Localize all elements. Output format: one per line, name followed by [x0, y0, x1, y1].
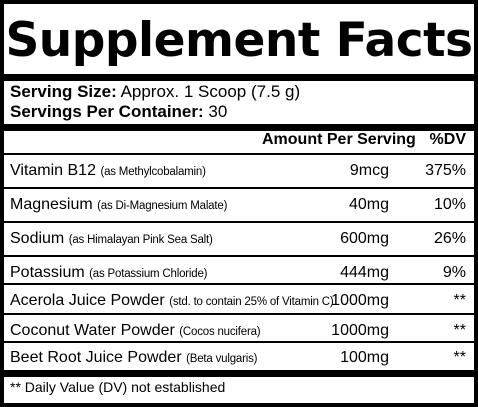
ingredient-label: Beet Root Juice Powder [10, 349, 182, 366]
ingredient-name: Potassium (as Potassium Chloride) [10, 262, 207, 285]
ingredient-name: Magnesium (as Di-Magnesium Malate) [10, 194, 227, 217]
table-row: Potassium (as Potassium Chloride) 444mg … [4, 257, 474, 289]
serving-size-label: Serving Size: [10, 82, 117, 101]
ingredient-dv: 375% [425, 162, 466, 179]
ingredient-name: Coconut Water Powder (Cocos nucifera) [10, 320, 261, 343]
ingredient-amount: 444mg [340, 264, 389, 281]
title-divider [4, 74, 474, 81]
row-divider [4, 341, 474, 343]
ingredient-name: Acerola Juice Powder (std. to contain 25… [10, 290, 334, 313]
ingredient-source: (std. to contain 25% of Vitamin C) [169, 296, 334, 308]
row-divider [4, 283, 474, 285]
ingredient-source: (as Himalayan Pink Sea Salt) [68, 234, 213, 246]
row-divider [4, 255, 474, 257]
ingredient-dv: 9% [442, 264, 466, 281]
row-divider [4, 221, 474, 223]
table-row: Coconut Water Powder (Cocos nucifera) 10… [4, 315, 474, 347]
table-row: Beet Root Juice Powder (Beta vulgaris) 1… [4, 342, 474, 374]
table-row: Vitamin B12 (as Methylcobalamin) 9mcg 37… [4, 155, 474, 187]
ingredient-source: (as Methylcobalamin) [100, 166, 206, 178]
ingredient-amount: 9mcg [349, 162, 389, 179]
table-row: Magnesium (as Di-Magnesium Malate) 40mg … [4, 189, 474, 221]
ingredient-source: (as Di-Magnesium Malate) [97, 200, 228, 212]
ingredient-label: Potassium [10, 264, 85, 281]
ingredient-dv: 10% [433, 196, 466, 213]
servings-per-container-label: Servings Per Container: [10, 102, 204, 121]
serving-size-value: Approx. 1 Scoop (7.5 g) [120, 82, 301, 101]
ingredient-source: (Cocos nucifera) [179, 326, 261, 338]
table-row: Acerola Juice Powder (std. to contain 25… [4, 285, 474, 317]
table-row: Sodium (as Himalayan Pink Sea Salt) 600m… [4, 223, 474, 255]
ingredient-amount: 600mg [340, 230, 389, 247]
row-divider [4, 187, 474, 189]
ingredient-dv: ** [453, 292, 466, 309]
ingredient-label: Magnesium [10, 196, 93, 213]
footnote: ** Daily Value (DV) not established [10, 379, 226, 395]
amount-column-header: Amount Per Serving [262, 131, 416, 148]
ingredient-amount: 100mg [340, 349, 389, 366]
ingredient-dv: ** [453, 322, 466, 339]
serving-divider [4, 124, 474, 131]
ingredient-label: Coconut Water Powder [10, 322, 175, 339]
header-divider [4, 153, 474, 155]
dv-column-header: %DV [429, 131, 466, 148]
servings-per-container: Servings Per Container: 30 [10, 101, 227, 123]
ingredient-name: Vitamin B12 (as Methylcobalamin) [10, 160, 206, 183]
panel-title: Supplement Facts [5, 13, 473, 68]
ingredient-dv: ** [453, 349, 466, 366]
servings-per-container-value: 30 [208, 102, 228, 121]
ingredient-name: Sodium (as Himalayan Pink Sea Salt) [10, 228, 213, 251]
ingredient-source: (Beta vulgaris) [186, 353, 258, 365]
ingredient-label: Vitamin B12 [10, 162, 96, 179]
ingredient-amount: 1000mg [331, 322, 389, 339]
ingredient-dv: 26% [433, 230, 466, 247]
ingredient-amount: 40mg [348, 196, 389, 213]
ingredient-label: Sodium [10, 230, 65, 247]
row-divider [4, 313, 474, 315]
serving-size: Serving Size: Approx. 1 Scoop (7.5 g) [10, 81, 300, 103]
ingredient-label: Acerola Juice Powder [10, 292, 165, 309]
ingredient-amount: 1000mg [331, 292, 389, 309]
ingredient-source: (as Potassium Chloride) [89, 268, 208, 280]
footnote-divider [4, 370, 474, 377]
ingredient-name: Beet Root Juice Powder (Beta vulgaris) [10, 347, 257, 370]
